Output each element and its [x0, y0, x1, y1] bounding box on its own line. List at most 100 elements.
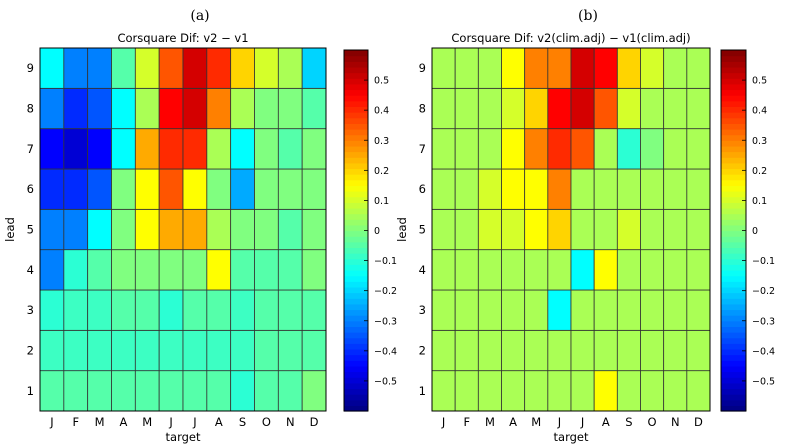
- panel-a-colorbar-strip: [344, 55, 368, 62]
- panel-a-colorbar-strip: [344, 100, 368, 108]
- panel-a-ytick-label: 3: [27, 303, 34, 317]
- panel-b-label: (b): [578, 8, 598, 24]
- panel-a-colorbar-strip: [344, 241, 368, 249]
- panel-a-colorbar-tick-label: 0.2: [374, 166, 389, 177]
- panel-a-cell-lead2-m4: [111, 329, 136, 372]
- panel-b-cell-lead4-m11: [663, 249, 688, 291]
- panel-a-colorbar-strip: [344, 365, 368, 373]
- panel-a-xtick-label: N: [286, 415, 295, 429]
- panel-a-xtick-label: M: [95, 415, 105, 429]
- panel-a-colorbar-strip: [344, 269, 368, 277]
- panel-b-cell-lead7-m11: [663, 128, 688, 170]
- panel-a-xtick-label: A: [119, 415, 127, 429]
- panel-a-cell-lead3-m4: [111, 289, 136, 331]
- panel-b-colorbar-strip: [721, 360, 746, 367]
- panel-a-cell-lead5-m11: [277, 208, 303, 251]
- panel-a-cell-lead4-m6: [158, 249, 184, 291]
- panel-a-colorbar-tick-label: 0.4: [374, 106, 389, 117]
- panel-b-ytick-label: 1: [419, 384, 426, 398]
- panel-b-colorbar-strip: [721, 134, 746, 141]
- panel-b-colorbar-strip: [721, 207, 746, 215]
- panel-a-ytick-label: 1: [27, 384, 34, 398]
- panel-a-cell-lead5-m5: [134, 208, 160, 251]
- panel-a-xtick-label: S: [239, 415, 246, 429]
- panel-a-cell-lead7-m9: [230, 128, 255, 170]
- panel-a-colorbar-strip: [344, 348, 368, 356]
- panel-a-title: Corsquare Dif: v2 − v1: [117, 31, 248, 45]
- panel-a-colorbar-strip: [344, 315, 368, 322]
- panel-b-cell-lead4-m8: [593, 249, 618, 291]
- panel-b-xtick-label: M: [485, 415, 495, 429]
- panel-b-colorbar-strip: [721, 140, 746, 147]
- panel-b-colorbar-strip: [721, 303, 746, 311]
- panel-a-cell-lead9-m1: [39, 47, 65, 89]
- panel-a-ytick-label: 2: [27, 344, 34, 358]
- panel-b-cell-lead6-m12: [686, 168, 711, 210]
- panel-b-cell-lead9-m7: [570, 47, 595, 89]
- panel-a-colorbar-strip: [344, 50, 368, 57]
- panel-a-cell-lead7-m11: [277, 128, 303, 170]
- panel-a-xtick-label: O: [262, 415, 271, 429]
- panel-a-cell-lead8-m12: [301, 87, 327, 130]
- panel-a-ytick-label: 7: [27, 142, 34, 156]
- panel-a-ytick-label: 5: [27, 223, 34, 237]
- panel-a-colorbar-strip: [344, 123, 368, 130]
- panel-a-cell-lead2-m7: [182, 329, 208, 372]
- panel-a-colorbar-strip: [344, 275, 368, 282]
- panel-b-colorbar-strip: [721, 264, 746, 271]
- panel-b-cell-lead6-m3: [477, 168, 502, 210]
- panel-b-cell-lead1-m2: [454, 370, 479, 412]
- panel-b-cell-lead6-m6: [547, 168, 572, 210]
- panel-b-colorbar-strip: [721, 281, 746, 288]
- panel-b-xtick-label: D: [694, 415, 703, 429]
- panel-a-cell-lead2-m1: [39, 329, 65, 372]
- panel-b-cell-lead5-m5: [524, 208, 549, 251]
- panel-b-cell-lead2-m4: [501, 329, 526, 372]
- panel-a-colorbar-strip: [344, 140, 368, 147]
- panel-b-colorbar-strip: [721, 365, 746, 373]
- panel-b-ytick-label: 6: [419, 182, 426, 196]
- panel-b-cell-lead8-m12: [686, 87, 711, 130]
- panel-a-cell-lead6-m8: [206, 168, 232, 210]
- panel-a-cell-lead6-m4: [111, 168, 136, 210]
- panel-b-xlabel: target: [554, 430, 589, 444]
- panel-a-xtick-label: J: [49, 415, 53, 429]
- panel-b-cell-lead7-m5: [524, 128, 549, 170]
- panel-b-cell-lead6-m8: [593, 168, 618, 210]
- panel-a-cell-lead8-m6: [158, 87, 184, 130]
- panel-b-cell-lead1-m10: [640, 370, 665, 412]
- panel-b-colorbar-strip: [721, 224, 746, 232]
- panel-b-colorbar-tick-label: −0.5: [752, 376, 775, 387]
- panel-a-cell-lead3-m5: [134, 289, 160, 331]
- panel-b-cell-lead1-m6: [547, 370, 572, 412]
- panel-a-colorbar-strip: [344, 157, 368, 164]
- panel-b-colorbar-strip: [721, 371, 746, 378]
- panel-a-cell-lead3-m6: [158, 289, 184, 331]
- panel-a-colorbar-strip: [344, 343, 368, 350]
- panel-b-colorbar-strip: [721, 241, 746, 249]
- panel-a-cell-lead7-m1: [39, 128, 65, 170]
- panel-a-colorbar-strip: [344, 219, 368, 226]
- panel-b-cell-lead3-m11: [663, 289, 688, 331]
- panel-a-colorbar-strip: [344, 83, 368, 91]
- panel-b-colorbar-strip: [721, 50, 746, 57]
- panel-a-cell-lead1-m7: [182, 370, 208, 412]
- panel-b-cell-lead2-m3: [477, 329, 502, 372]
- panel-b-colorbar-strip: [721, 337, 746, 344]
- panel-a-cell-lead3-m12: [301, 289, 327, 331]
- panel-a-cell-lead4-m5: [134, 249, 160, 291]
- panel-b-colorbar-strip: [721, 309, 746, 316]
- panel-b-cell-lead5-m4: [501, 208, 526, 251]
- panel-a-colorbar-strip: [344, 202, 368, 209]
- panel-a-cell-lead9-m2: [63, 47, 89, 89]
- panel-a-cell-lead3-m3: [87, 289, 112, 331]
- panel-b-cell-lead5-m7: [570, 208, 595, 251]
- panel-b-cell-lead8-m10: [640, 87, 665, 130]
- panel-b-cell-lead4-m5: [524, 249, 549, 291]
- panel-a-cell-lead2-m3: [87, 329, 112, 372]
- panel-a-colorbar-tick-label: −0.1: [374, 256, 397, 267]
- panel-b-cell-lead9-m6: [547, 47, 572, 89]
- panel-a-cell-lead8-m1: [39, 87, 65, 130]
- panel-b-ytick-label: 7: [419, 142, 426, 156]
